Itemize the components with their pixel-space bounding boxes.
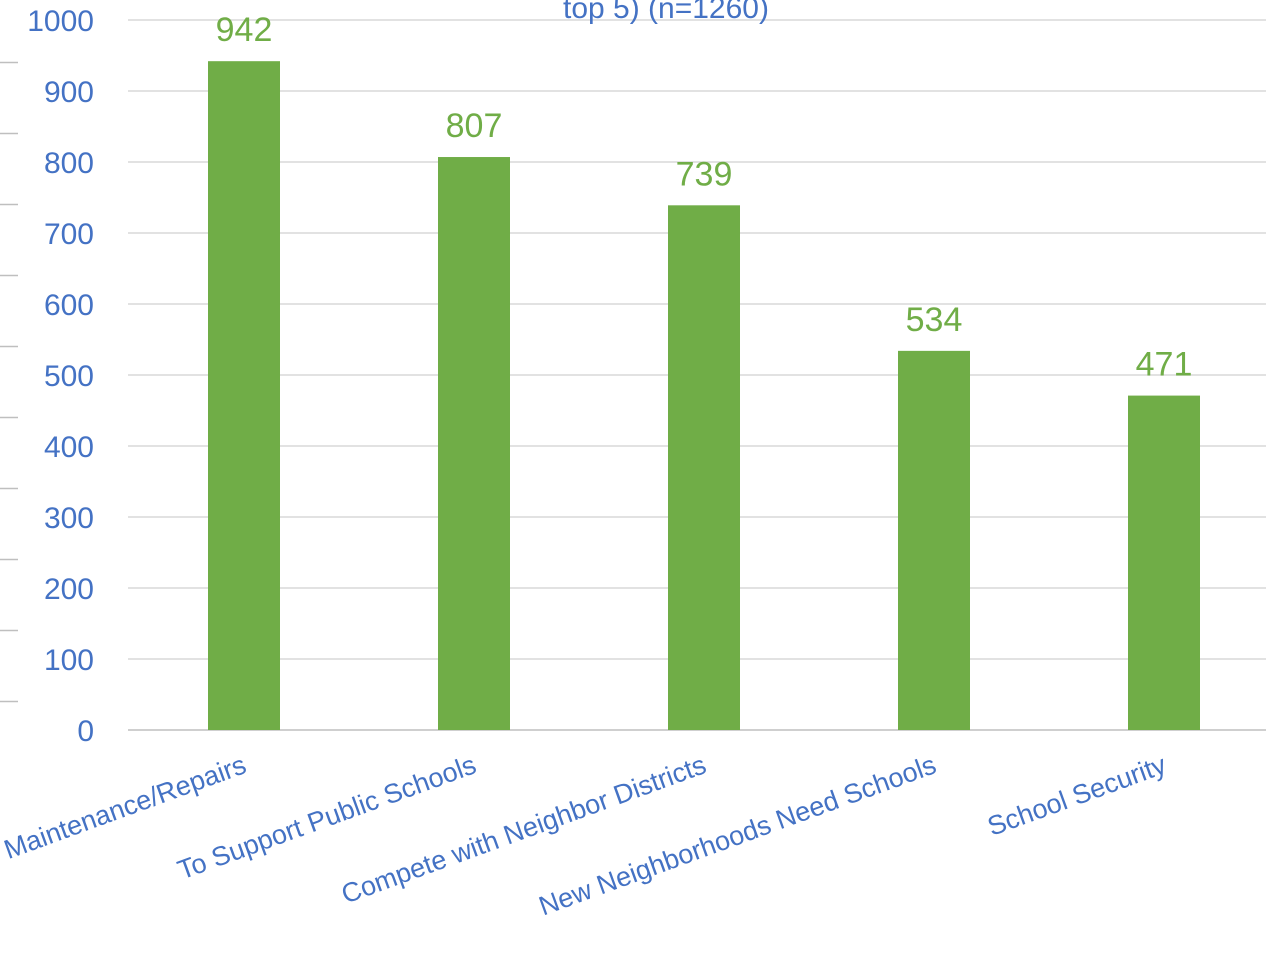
bar [438,157,510,730]
y-tick-label: 1000 [27,5,94,38]
y-tick-label: 500 [44,360,94,393]
data-label: 534 [906,301,963,339]
x-tick-label: Compete with Neighbor Districts [337,749,710,909]
y-tick-label: 800 [44,147,94,180]
x-tick-label: School Security [984,749,1171,842]
bar [668,205,740,730]
bar [898,350,970,730]
data-labels: 942 807 739 534 471 [216,11,1193,383]
y-tick-label: 100 [44,644,94,677]
left-edge-tick-marks [0,61,18,703]
y-axis-tick-labels: 0 100 200 300 400 500 600 700 800 900 1000 [27,5,94,748]
y-tick-label: 300 [44,502,94,535]
x-tick-label: New Neighborhoods Need Schools [535,749,940,921]
bar [1128,395,1200,730]
chart-title: top 5) (n=1260) [563,0,769,25]
data-label: 471 [1136,346,1193,384]
bar [208,61,280,731]
bars [208,61,1200,731]
data-label: 739 [676,155,733,193]
y-tick-label: 600 [44,289,94,322]
y-tick-label: 0 [77,715,94,748]
data-label: 807 [446,107,503,145]
y-tick-label: 400 [44,431,94,464]
y-tick-label: 700 [44,218,94,251]
y-tick-label: 900 [44,76,94,109]
data-label: 942 [216,11,273,49]
y-tick-label: 200 [44,573,94,606]
